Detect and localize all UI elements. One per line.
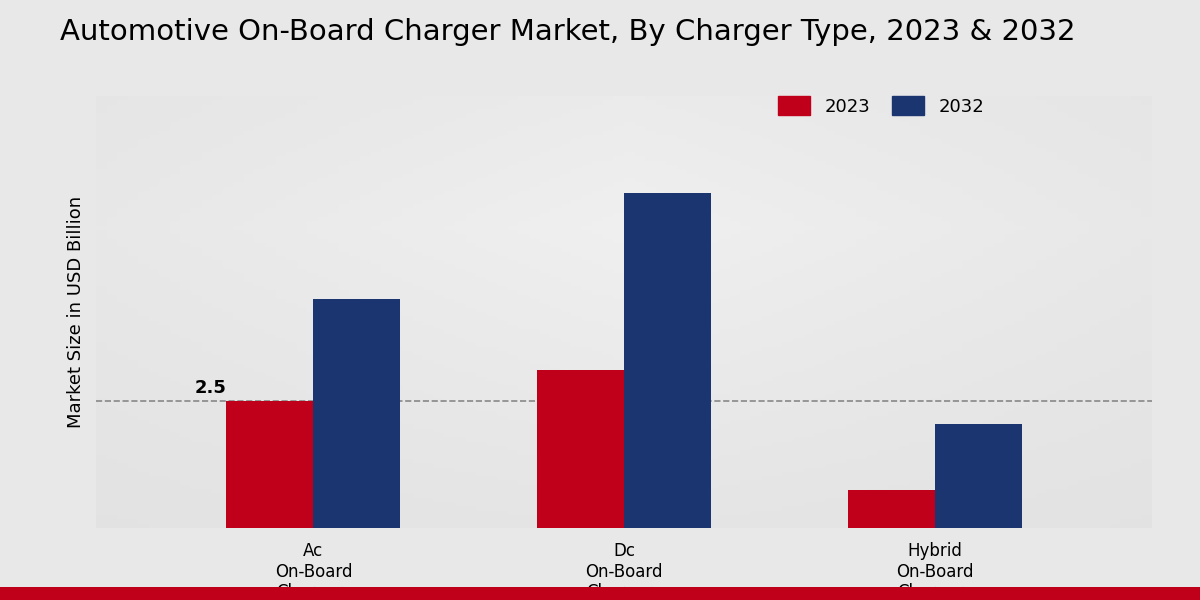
Text: 2.5: 2.5 [194, 379, 227, 397]
Bar [935, 424, 1021, 528]
Legend: 2023, 2032: 2023, 2032 [778, 97, 984, 116]
Y-axis label: Market Size in USD Billion: Market Size in USD Billion [67, 196, 85, 428]
Bar [847, 490, 935, 528]
Text: Automotive On-Board Charger Market, By Charger Type, 2023 & 2032: Automotive On-Board Charger Market, By C… [60, 18, 1075, 46]
Bar [313, 299, 401, 528]
Bar [227, 401, 313, 528]
Bar [624, 193, 710, 528]
Bar [538, 370, 624, 528]
